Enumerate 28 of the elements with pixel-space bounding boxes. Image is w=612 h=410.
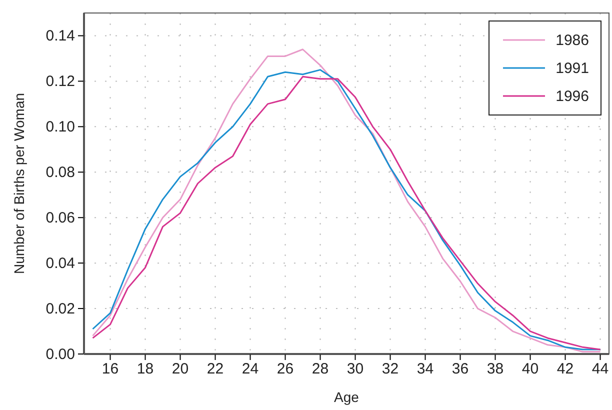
y-tick-label: 0.10 xyxy=(46,118,75,136)
x-tick-label: 38 xyxy=(486,360,504,378)
x-axis-title: Age xyxy=(334,389,360,405)
x-tick-label: 24 xyxy=(242,360,259,378)
x-tick-label: 32 xyxy=(382,360,399,378)
x-tick-label: 40 xyxy=(522,360,539,378)
x-tick-label: 36 xyxy=(452,360,469,378)
y-tick-label: 0.14 xyxy=(46,28,75,45)
legend-label: 1996 xyxy=(556,88,589,105)
y-tick-label: 0.04 xyxy=(46,254,75,272)
x-tick-label: 42 xyxy=(556,360,574,378)
x-tick-label: 20 xyxy=(172,360,189,378)
y-tick-label: 0.02 xyxy=(46,300,75,318)
x-tick-label: 44 xyxy=(592,360,609,378)
y-tick-label: 0.12 xyxy=(46,73,75,90)
x-tick-label: 28 xyxy=(312,360,329,378)
x-tick-label: 22 xyxy=(206,360,224,378)
legend-label: 1986 xyxy=(556,32,589,49)
y-axis-title: Number of Births per Woman xyxy=(11,92,27,274)
y-tick-label: 0.06 xyxy=(46,209,75,226)
x-tick-label: 18 xyxy=(136,360,154,378)
x-tick-label: 34 xyxy=(416,360,434,378)
y-tick-label: 0.08 xyxy=(46,164,75,181)
x-tick-label: 16 xyxy=(102,360,119,378)
x-tick-label: 26 xyxy=(276,360,294,378)
legend-label: 1991 xyxy=(556,60,589,77)
y-tick-label: 0.00 xyxy=(46,346,75,363)
x-tick-label: 30 xyxy=(346,360,364,378)
